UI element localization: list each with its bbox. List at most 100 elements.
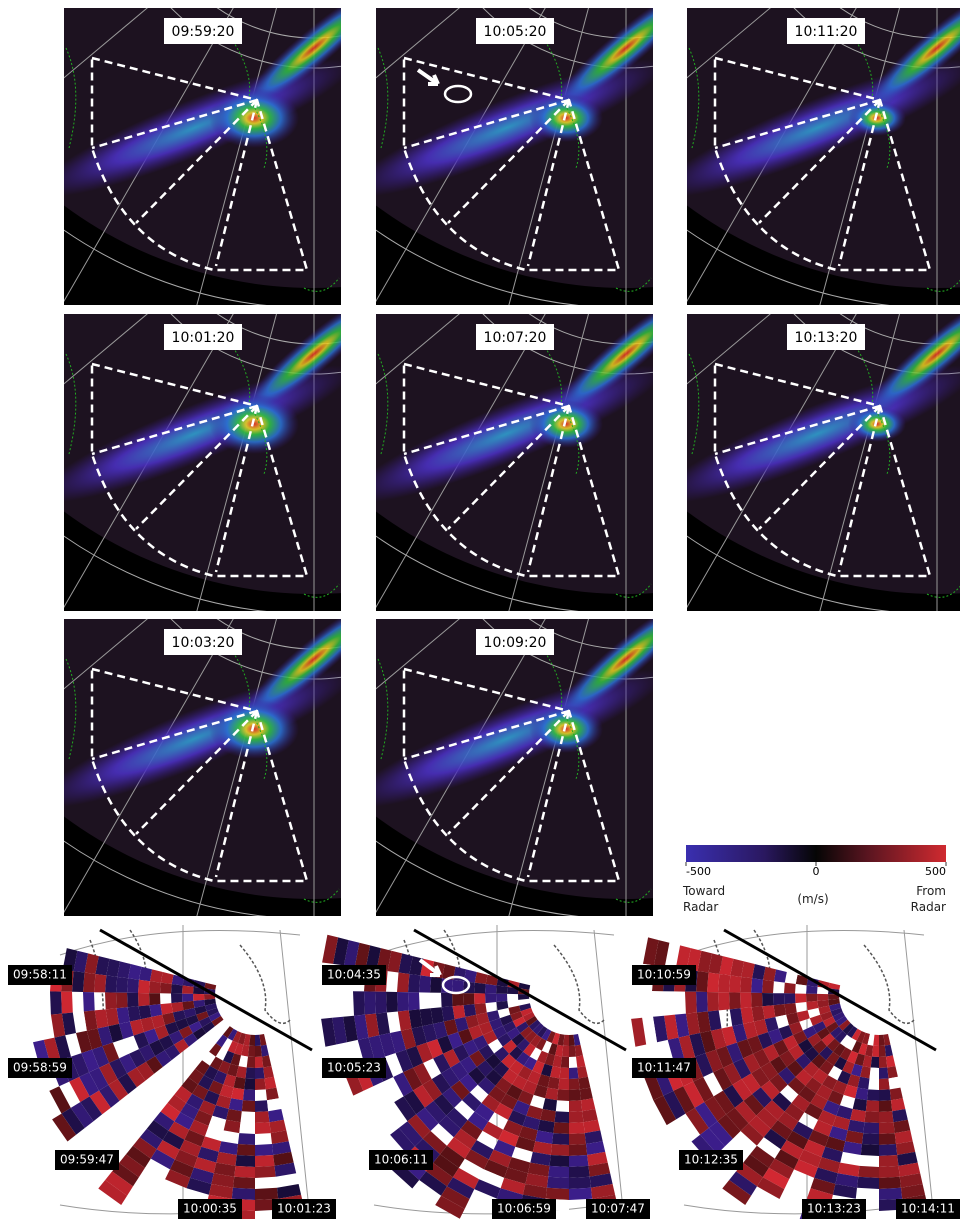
- radar-cell: [266, 1088, 279, 1101]
- radar-cell: [452, 993, 464, 1006]
- colorbar: [686, 845, 946, 862]
- radar-cell: [879, 1057, 887, 1068]
- time-label: 10:05:20: [484, 24, 547, 40]
- radar-cell: [569, 1046, 576, 1057]
- radar-cell: [581, 1098, 595, 1111]
- radar-cell: [879, 1133, 896, 1145]
- radar-cell: [865, 1111, 880, 1123]
- radar-cell: [265, 1077, 277, 1090]
- radar-cell: [248, 1046, 255, 1057]
- time-tag-label: 10:14:11: [901, 1202, 955, 1216]
- radar-cell: [569, 1122, 585, 1134]
- time-tag-label: 10:11:47: [637, 1061, 691, 1075]
- radar-cell: [83, 992, 95, 1012]
- radar-cell: [244, 1079, 255, 1091]
- radar-cell: [870, 1068, 880, 1080]
- aurora-spot: [209, 699, 299, 759]
- time-label: 10:03:20: [172, 635, 235, 651]
- radar-cell: [879, 1155, 899, 1167]
- colorbar-tick-label: 500: [925, 865, 946, 878]
- radar-cell: [887, 1066, 898, 1078]
- radar-cell: [255, 1155, 275, 1167]
- radar-cell: [255, 1144, 273, 1156]
- radar-cell: [806, 986, 818, 994]
- radar-cell: [879, 1100, 892, 1112]
- time-label: 10:09:20: [484, 635, 547, 651]
- radar-cell: [139, 1005, 152, 1019]
- radar-cell: [762, 980, 774, 994]
- time-tag-label: 10:04:35: [327, 968, 381, 982]
- radar-cell: [408, 974, 420, 992]
- radar-cell: [577, 1066, 588, 1078]
- aurora-spot: [209, 88, 299, 148]
- radar-cell: [774, 969, 787, 982]
- radar-cell: [430, 977, 442, 993]
- radar-cell: [795, 984, 807, 994]
- radar-cell: [879, 1046, 886, 1057]
- radar-cell: [397, 992, 409, 1012]
- radar-cell: [740, 977, 752, 993]
- time-label: 10:13:20: [795, 330, 858, 346]
- aurora-spot: [848, 100, 906, 136]
- radar-cell: [857, 1177, 879, 1189]
- radar-cell: [569, 1188, 592, 1200]
- radar-cell: [237, 1144, 255, 1156]
- radar-cell: [419, 975, 431, 992]
- radar-cell: [353, 991, 365, 1016]
- radar-cell: [751, 993, 763, 1008]
- radar-cell: [441, 993, 453, 1008]
- radar-cell: [562, 1046, 569, 1057]
- radar-cell: [553, 1122, 569, 1134]
- radar-cell: [150, 1004, 163, 1017]
- radar-cell: [464, 1004, 477, 1017]
- radar-cell: [485, 994, 496, 1004]
- radar-cell: [718, 992, 730, 1010]
- radar-cell: [862, 1133, 879, 1145]
- radar-cell: [557, 1089, 569, 1101]
- time-tag-label: 09:59:47: [60, 1153, 114, 1167]
- radar-cell: [576, 1055, 585, 1067]
- radar-cell: [442, 1006, 455, 1021]
- radar-cell: [879, 1111, 894, 1123]
- radar-cell: [560, 1068, 570, 1080]
- colorbar-tick-label: -500: [686, 865, 711, 878]
- radar-cell: [463, 993, 474, 1005]
- radar-cell: [784, 993, 795, 1004]
- time-label: 10:11:20: [795, 24, 858, 40]
- aurora-spot: [848, 406, 906, 442]
- radar-cell: [255, 1057, 263, 1068]
- radar-cell: [233, 1177, 255, 1189]
- radar-cell: [773, 993, 784, 1005]
- radar-cell: [149, 981, 161, 993]
- radar-cell: [83, 973, 95, 993]
- radar-cell: [397, 973, 409, 993]
- radar-cell: [408, 992, 420, 1010]
- radar-cell: [879, 1089, 891, 1101]
- radar-cell: [707, 992, 719, 1012]
- radar-cell: [149, 993, 160, 1005]
- radar-cell: [49, 1086, 71, 1113]
- radar-cell: [229, 1098, 243, 1111]
- radar-cell: [475, 972, 488, 984]
- figure-canvas: 09:59:2010:01:2010:03:2010:05:2010:07:20…: [0, 0, 960, 1219]
- radar-cell: [171, 994, 182, 1004]
- radar-cell: [867, 1089, 879, 1101]
- radar-cell: [718, 974, 730, 992]
- radar-cell: [182, 994, 193, 1002]
- radar-cell: [785, 972, 798, 984]
- colorbar-unit: (m/s): [780, 892, 846, 906]
- radar-cell: [575, 1045, 583, 1057]
- radar-cell: [569, 1133, 586, 1145]
- time-tag-label: 10:06:59: [497, 1202, 551, 1216]
- radar-cell: [872, 1046, 879, 1057]
- radar-cell: [171, 984, 183, 994]
- radar-cell: [160, 983, 172, 994]
- time-tag-label: 10:12:35: [684, 1153, 738, 1167]
- radar-cell: [255, 1166, 276, 1178]
- radar-cell: [886, 1055, 895, 1067]
- radar-panel: 10:04:3510:05:2310:06:1110:06:5910:07:47: [321, 925, 650, 1219]
- colorbar-tick-label: 0: [813, 865, 820, 878]
- time-tag-label: 10:13:23: [807, 1202, 861, 1216]
- radar-cell: [879, 1079, 890, 1091]
- radar-cell: [496, 986, 508, 994]
